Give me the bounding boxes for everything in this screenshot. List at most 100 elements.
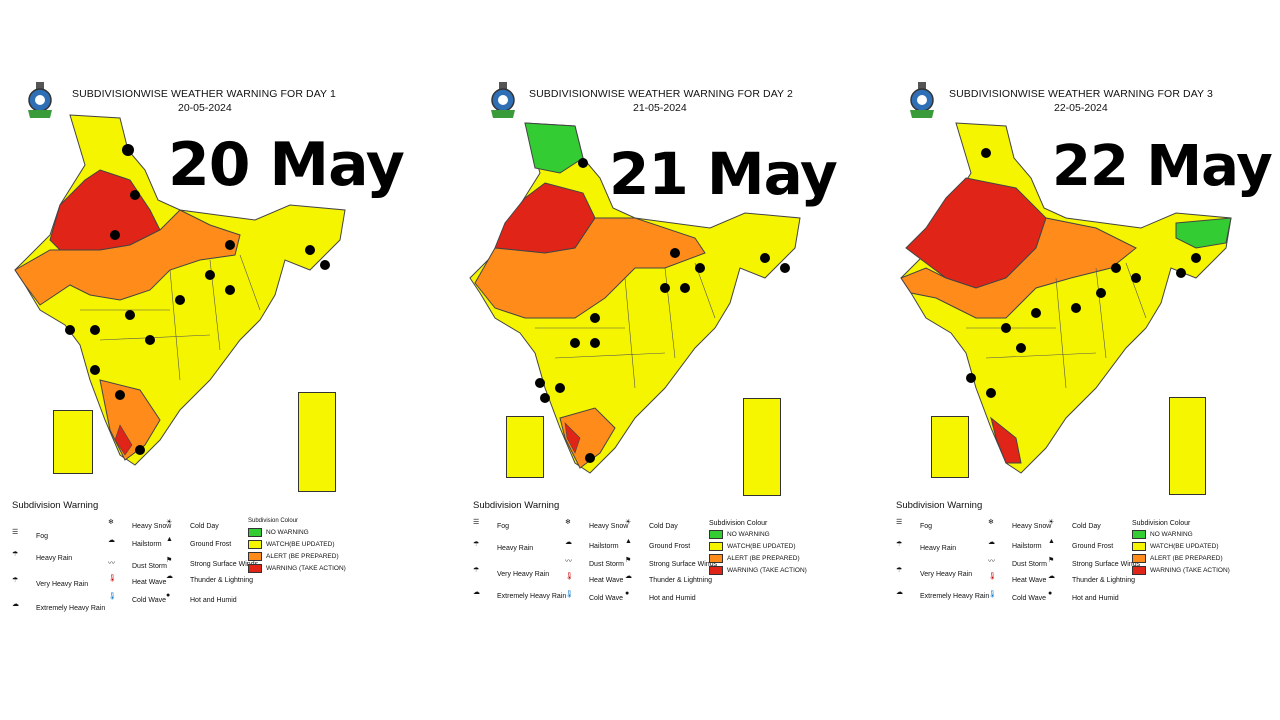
thunder-lightning-icon: ☁ [166, 573, 173, 580]
thunder-lightning-icon: ☁ [625, 573, 632, 580]
warning-panel-day-2: SUBDIVISIONWISE WEATHER WARNING FOR DAY … [447, 0, 873, 720]
legend-hailstorm: ☁ Hailstorm [565, 538, 619, 554]
legend-cold-day: ☀ Cold Day [166, 518, 219, 534]
heat-wave-icon: 🌡 [108, 575, 117, 582]
ground-frost-icon: ▲ [1048, 538, 1055, 545]
legend-strong-winds: ⚑ Strong Surface Winds [625, 556, 717, 572]
colour-no-warning: NO WARNING [709, 530, 770, 539]
colour-warning: WARNING (TAKE ACTION) [1132, 566, 1230, 575]
heavy-snow-icon: ❄ [565, 519, 571, 526]
panel-title: SUBDIVISIONWISE WEATHER WARNING FOR DAY … [72, 88, 336, 100]
legend-dust-storm: 〰 Dust Storm [988, 556, 1047, 572]
panel-date: 20-05-2024 [178, 102, 232, 114]
panel-date: 22-05-2024 [1054, 102, 1108, 114]
heavy-rain-icon: ☂ [896, 541, 903, 548]
panel-title: SUBDIVISIONWISE WEATHER WARNING FOR DAY … [529, 88, 793, 100]
hailstorm-icon: ☁ [988, 539, 995, 546]
colour-warning: WARNING (TAKE ACTION) [248, 564, 346, 573]
legend-heavy-snow: ❄ Heavy Snow [988, 518, 1051, 534]
fog-icon: ☰ [473, 519, 480, 526]
colour-alert: ALERT (BE PREPARED) [248, 552, 339, 561]
colour-watch: WATCH(BE UPDATED) [709, 542, 796, 551]
legend-hailstorm: ☁ Hailstorm [988, 538, 1042, 554]
colour-alert: ALERT (BE PREPARED) [1132, 554, 1223, 563]
cold-wave-icon: 🌡 [988, 591, 997, 598]
panel-date: 21-05-2024 [633, 102, 687, 114]
panel-title: SUBDIVISIONWISE WEATHER WARNING FOR DAY … [949, 88, 1213, 100]
hot-humid-icon: ● [625, 590, 630, 597]
hailstorm-icon: ☁ [565, 539, 572, 546]
colour-legend-title: Subdivision Colour [248, 518, 299, 524]
hot-humid-icon: ● [1048, 590, 1053, 597]
india-warning-map [469, 122, 801, 474]
imd-emblem-icon [491, 82, 515, 118]
strong-winds-icon: ⚑ [166, 557, 173, 564]
colour-legend-title: Subdivision Colour [1132, 520, 1191, 527]
imd-emblem-icon [910, 82, 934, 118]
heat-wave-icon: 🌡 [988, 573, 997, 580]
colour-legend-title: Subdivision Colour [709, 520, 768, 527]
legend-heavy-rain: ☂ Heavy Rain [896, 540, 956, 556]
legend-ground-frost: ▲ Ground Frost [1048, 538, 1113, 554]
colour-warning: WARNING (TAKE ACTION) [709, 566, 807, 575]
cold-day-icon: ☀ [1048, 519, 1055, 526]
legend-extremely-heavy-rain: ☁ Extremely Heavy Rain [12, 600, 105, 616]
imd-emblem-icon [28, 82, 52, 118]
thunder-lightning-icon: ☁ [1048, 573, 1055, 580]
legend: Subdivision Warning ☰ Fog ☂ Heavy Rain ☂ Ve… [457, 498, 867, 618]
very-heavy-rain-icon: ☂ [473, 567, 480, 574]
heavy-rain-icon: ☂ [12, 551, 19, 558]
cold-day-icon: ☀ [625, 519, 632, 526]
legend-heavy-rain: ☂ Heavy Rain [12, 550, 72, 566]
very-heavy-rain-icon: ☂ [12, 577, 19, 584]
legend-title: Subdivision Warning [12, 500, 99, 511]
colour-watch: WATCH(BE UPDATED) [1132, 542, 1219, 551]
lakshadweep-inset [931, 416, 969, 478]
india-warning-map [14, 114, 346, 466]
colour-no-warning: NO WARNING [1132, 530, 1193, 539]
hailstorm-icon: ☁ [108, 537, 115, 544]
legend-heavy-snow: ❄ Heavy Snow [565, 518, 628, 534]
legend-ground-frost: ▲ Ground Frost [166, 536, 231, 552]
legend-heat-wave: 🌡 Heat Wave [108, 574, 166, 590]
legend-extremely-heavy-rain: ☁ Extremely Heavy Rain [473, 588, 566, 604]
big-date-label: 21 May [609, 140, 838, 208]
big-date-label: 20 May [168, 130, 405, 200]
heavy-snow-icon: ❄ [988, 519, 994, 526]
legend-heavy-snow: ❄ Heavy Snow [108, 518, 171, 534]
legend-heat-wave: 🌡 Heat Wave [988, 572, 1046, 588]
legend-title: Subdivision Warning [896, 500, 983, 511]
dust-storm-icon: 〰 [565, 558, 572, 565]
strong-winds-icon: ⚑ [1048, 557, 1055, 564]
legend-title: Subdivision Warning [473, 500, 560, 511]
legend-cold-day: ☀ Cold Day [1048, 518, 1101, 534]
india-warning-map [900, 122, 1232, 474]
dust-storm-icon: 〰 [988, 558, 995, 565]
warning-panel-day-1: SUBDIVISIONWISE WEATHER WARNING FOR DAY … [0, 0, 426, 720]
legend-very-heavy-rain: ☂ Very Heavy Rain [896, 566, 972, 582]
ground-frost-icon: ▲ [166, 536, 173, 543]
legend-cold-wave: 🌡 Cold Wave [108, 592, 166, 608]
heavy-rain-icon: ☂ [473, 541, 480, 548]
legend-strong-winds: ⚑ Strong Surface Winds [1048, 556, 1140, 572]
legend-hot-humid: ● Hot and Humid [625, 590, 696, 606]
cold-wave-icon: 🌡 [565, 591, 574, 598]
fog-icon: ☰ [896, 519, 903, 526]
legend-thunder: ☁ Thunder & Lightning [1048, 572, 1135, 588]
warning-panel-day-3: SUBDIVISIONWISE WEATHER WARNING FOR DAY … [870, 0, 1280, 720]
colour-alert: ALERT (BE PREPARED) [709, 554, 800, 563]
legend-fog: ☰ Fog [12, 528, 48, 544]
legend: Subdivision Warning ☰ Fog ☂ Heavy Rain ☂ Ve… [10, 498, 420, 618]
strong-winds-icon: ⚑ [625, 557, 632, 564]
legend-heavy-rain: ☂ Heavy Rain [473, 540, 533, 556]
colour-no-warning: NO WARNING [248, 528, 309, 537]
lakshadweep-inset [506, 416, 544, 478]
extremely-heavy-rain-icon: ☁ [473, 589, 480, 596]
legend-dust-storm: 〰 Dust Storm [108, 558, 167, 574]
legend: Subdivision Warning ☰ Fog ☂ Heavy Rain ☂ Ve… [880, 498, 1280, 618]
fog-icon: ☰ [12, 529, 19, 536]
lakshadweep-inset [53, 410, 93, 474]
legend-very-heavy-rain: ☂ Very Heavy Rain [12, 576, 88, 592]
legend-ground-frost: ▲ Ground Frost [625, 538, 690, 554]
legend-cold-wave: 🌡 Cold Wave [988, 590, 1046, 606]
